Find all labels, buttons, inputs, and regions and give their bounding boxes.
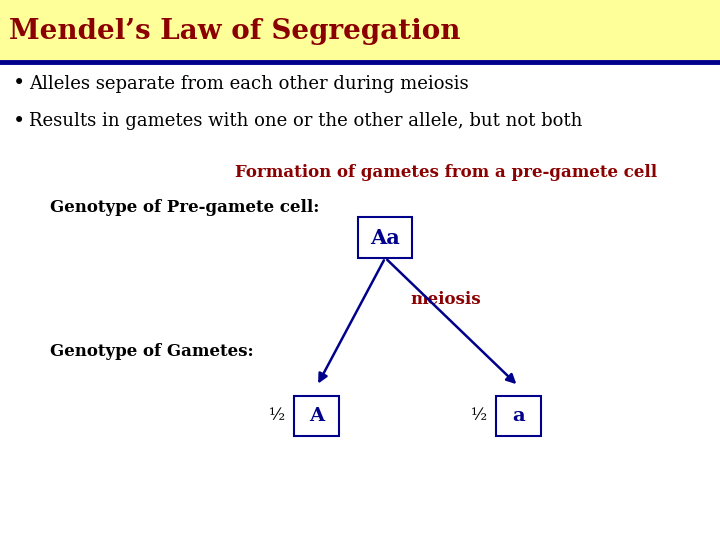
Text: Results in gametes with one or the other allele, but not both: Results in gametes with one or the other… [29,112,582,131]
Text: Mendel’s Law of Segregation: Mendel’s Law of Segregation [9,17,460,45]
Text: A: A [309,407,325,425]
FancyBboxPatch shape [0,0,720,62]
Text: meiosis: meiosis [410,291,481,308]
Text: Formation of gametes from a pre-gamete cell: Formation of gametes from a pre-gamete c… [235,164,657,181]
Bar [294,395,339,436]
Bar [496,395,541,436]
Text: ½: ½ [269,407,285,424]
Text: Alleles separate from each other during meiosis: Alleles separate from each other during … [29,75,469,93]
Text: a: a [512,407,525,425]
Text: Genotype of Pre-gamete cell:: Genotype of Pre-gamete cell: [50,199,320,217]
Text: Aa: Aa [370,227,400,248]
Text: ½: ½ [471,407,487,424]
Text: •: • [13,74,25,93]
Text: Genotype of Gametes:: Genotype of Gametes: [50,342,254,360]
Bar [359,217,413,258]
Text: •: • [13,112,25,131]
